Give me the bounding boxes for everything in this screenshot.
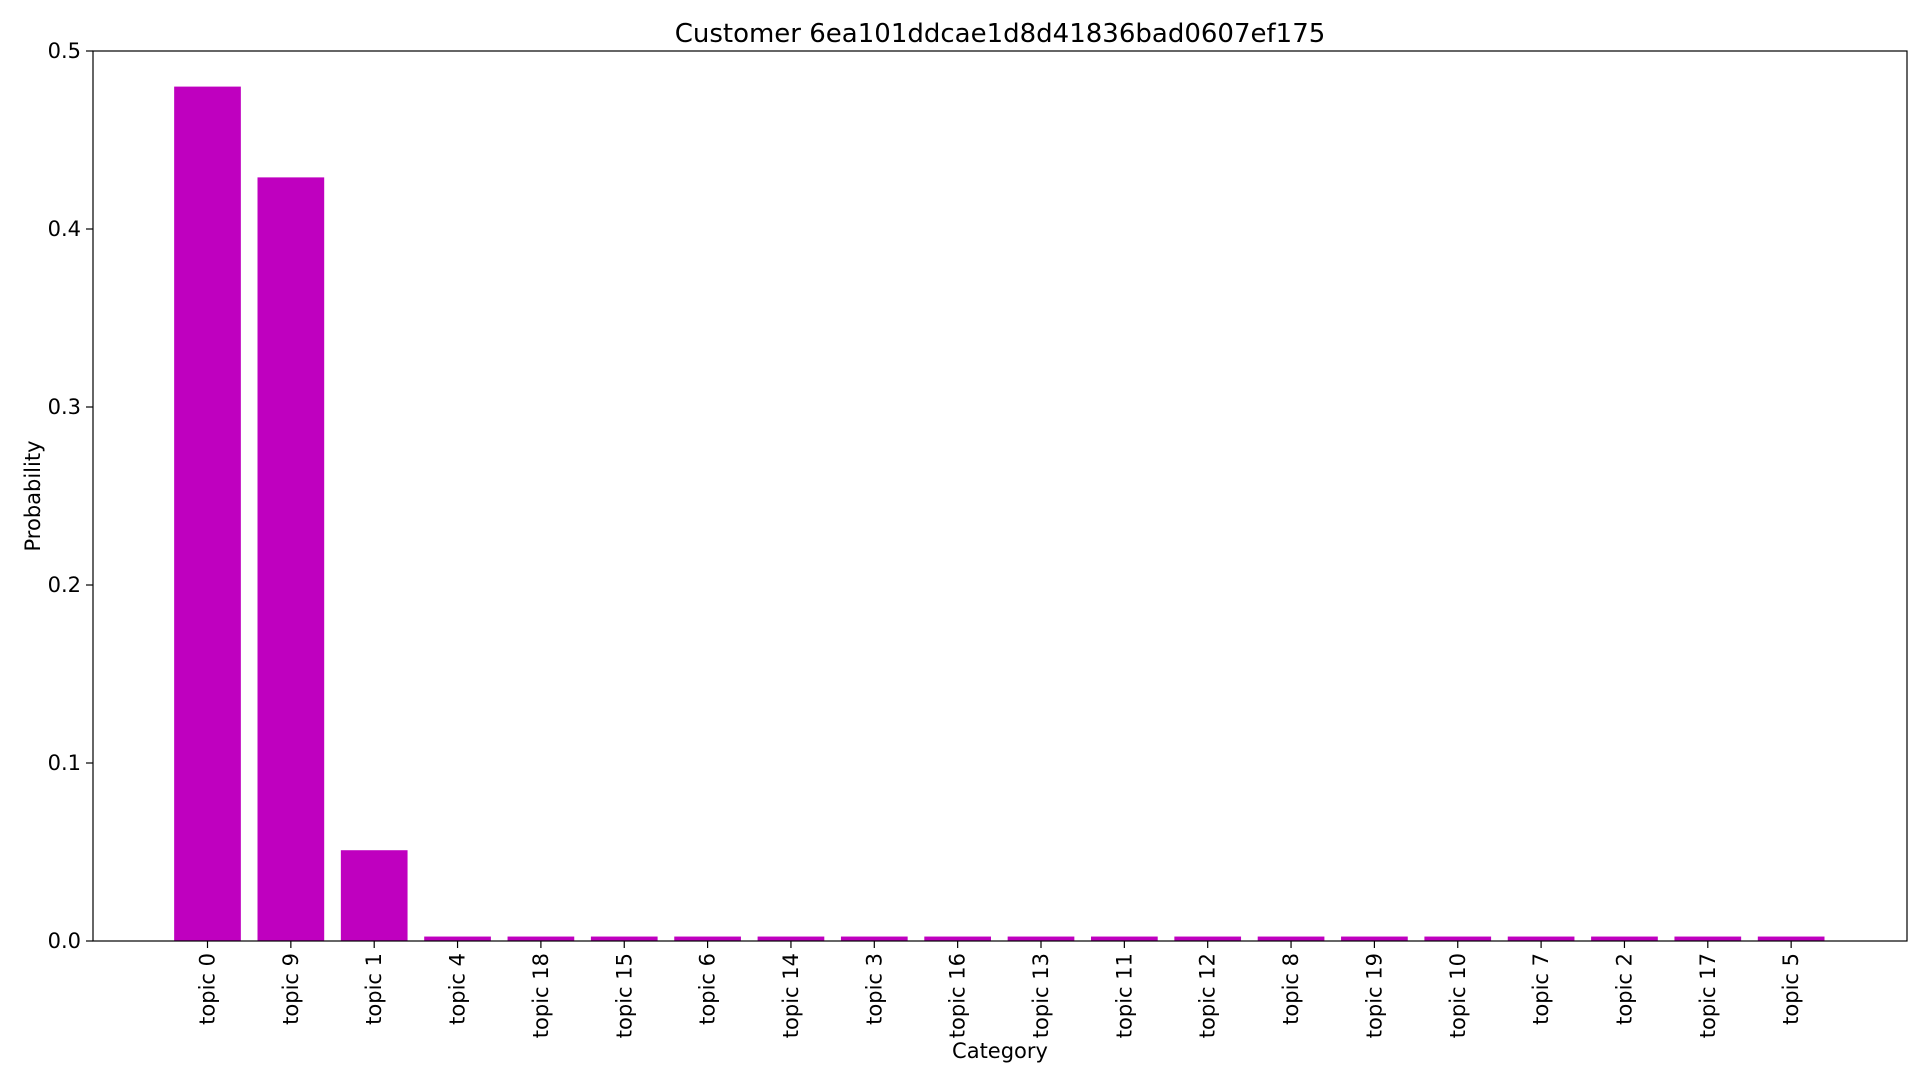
x-tick-label: topic 7	[1529, 953, 1553, 1025]
bar-topic-17	[1674, 936, 1742, 941]
bars-layer	[174, 86, 1825, 942]
y-axis-label: Probability	[21, 440, 45, 551]
y-tick-label: 0.0	[48, 929, 81, 953]
x-tick-label: topic 4	[446, 953, 470, 1025]
x-tick-label: topic 9	[279, 953, 303, 1025]
bar-topic-0	[174, 86, 241, 942]
x-axis: topic 0 topic 9 topic 1 topic 4 topic 18 topi…	[196, 941, 1803, 1038]
bar-topic-5	[1757, 936, 1825, 941]
bar-topic-18	[507, 936, 575, 941]
bar-topic-19	[1341, 936, 1408, 941]
x-tick-label: topic 1	[362, 953, 386, 1025]
x-tick-label: topic 16	[946, 953, 970, 1038]
x-tick-label: topic 3	[862, 953, 886, 1025]
y-tick-label: 0.3	[48, 395, 81, 419]
bar-topic-11	[1091, 936, 1158, 941]
x-tick-label: topic 12	[1196, 953, 1220, 1038]
bar-topic-16	[924, 936, 991, 941]
x-tick-label: topic 11	[1112, 953, 1136, 1038]
x-tick-label: topic 15	[612, 953, 636, 1038]
plot-frame	[92, 50, 1908, 942]
bar-topic-7	[1507, 936, 1575, 941]
y-tick-label: 0.5	[48, 39, 81, 63]
bar-topic-10	[1424, 936, 1492, 941]
bar-topic-15	[590, 936, 658, 941]
x-tick-label: topic 5	[1779, 953, 1803, 1025]
bar-topic-3	[840, 936, 908, 941]
x-axis-label: Category	[952, 1039, 1048, 1063]
bar-topic-12	[1174, 936, 1242, 941]
bar-topic-9	[257, 177, 325, 941]
y-axis: 0.0 0.1 0.2 0.3 0.4 0.5	[48, 39, 93, 953]
x-tick-label: topic 17	[1696, 953, 1720, 1038]
bar-topic-8	[1257, 936, 1325, 941]
x-tick-label: topic 13	[1029, 953, 1053, 1038]
x-tick-label: topic 14	[779, 953, 803, 1038]
chart-title: Customer 6ea101ddcae1d8d41836bad0607ef17…	[675, 19, 1326, 49]
bar-topic-14	[757, 936, 825, 941]
x-tick-label: topic 0	[196, 953, 220, 1025]
x-tick-label: topic 8	[1279, 953, 1303, 1025]
bar-topic-6	[674, 936, 741, 941]
x-tick-label: topic 18	[529, 953, 553, 1038]
x-tick-label: topic 10	[1446, 953, 1470, 1038]
y-tick-label: 0.2	[48, 573, 81, 597]
bar-topic-4	[424, 936, 491, 941]
bar-topic-1	[340, 850, 408, 941]
x-tick-label: topic 19	[1362, 953, 1386, 1038]
bar-topic-13	[1007, 936, 1075, 941]
bar-topic-2	[1591, 936, 1658, 941]
y-tick-label: 0.4	[48, 217, 81, 241]
y-tick-label: 0.1	[48, 751, 81, 775]
x-tick-label: topic 2	[1612, 953, 1636, 1025]
x-tick-label: topic 6	[696, 953, 720, 1025]
